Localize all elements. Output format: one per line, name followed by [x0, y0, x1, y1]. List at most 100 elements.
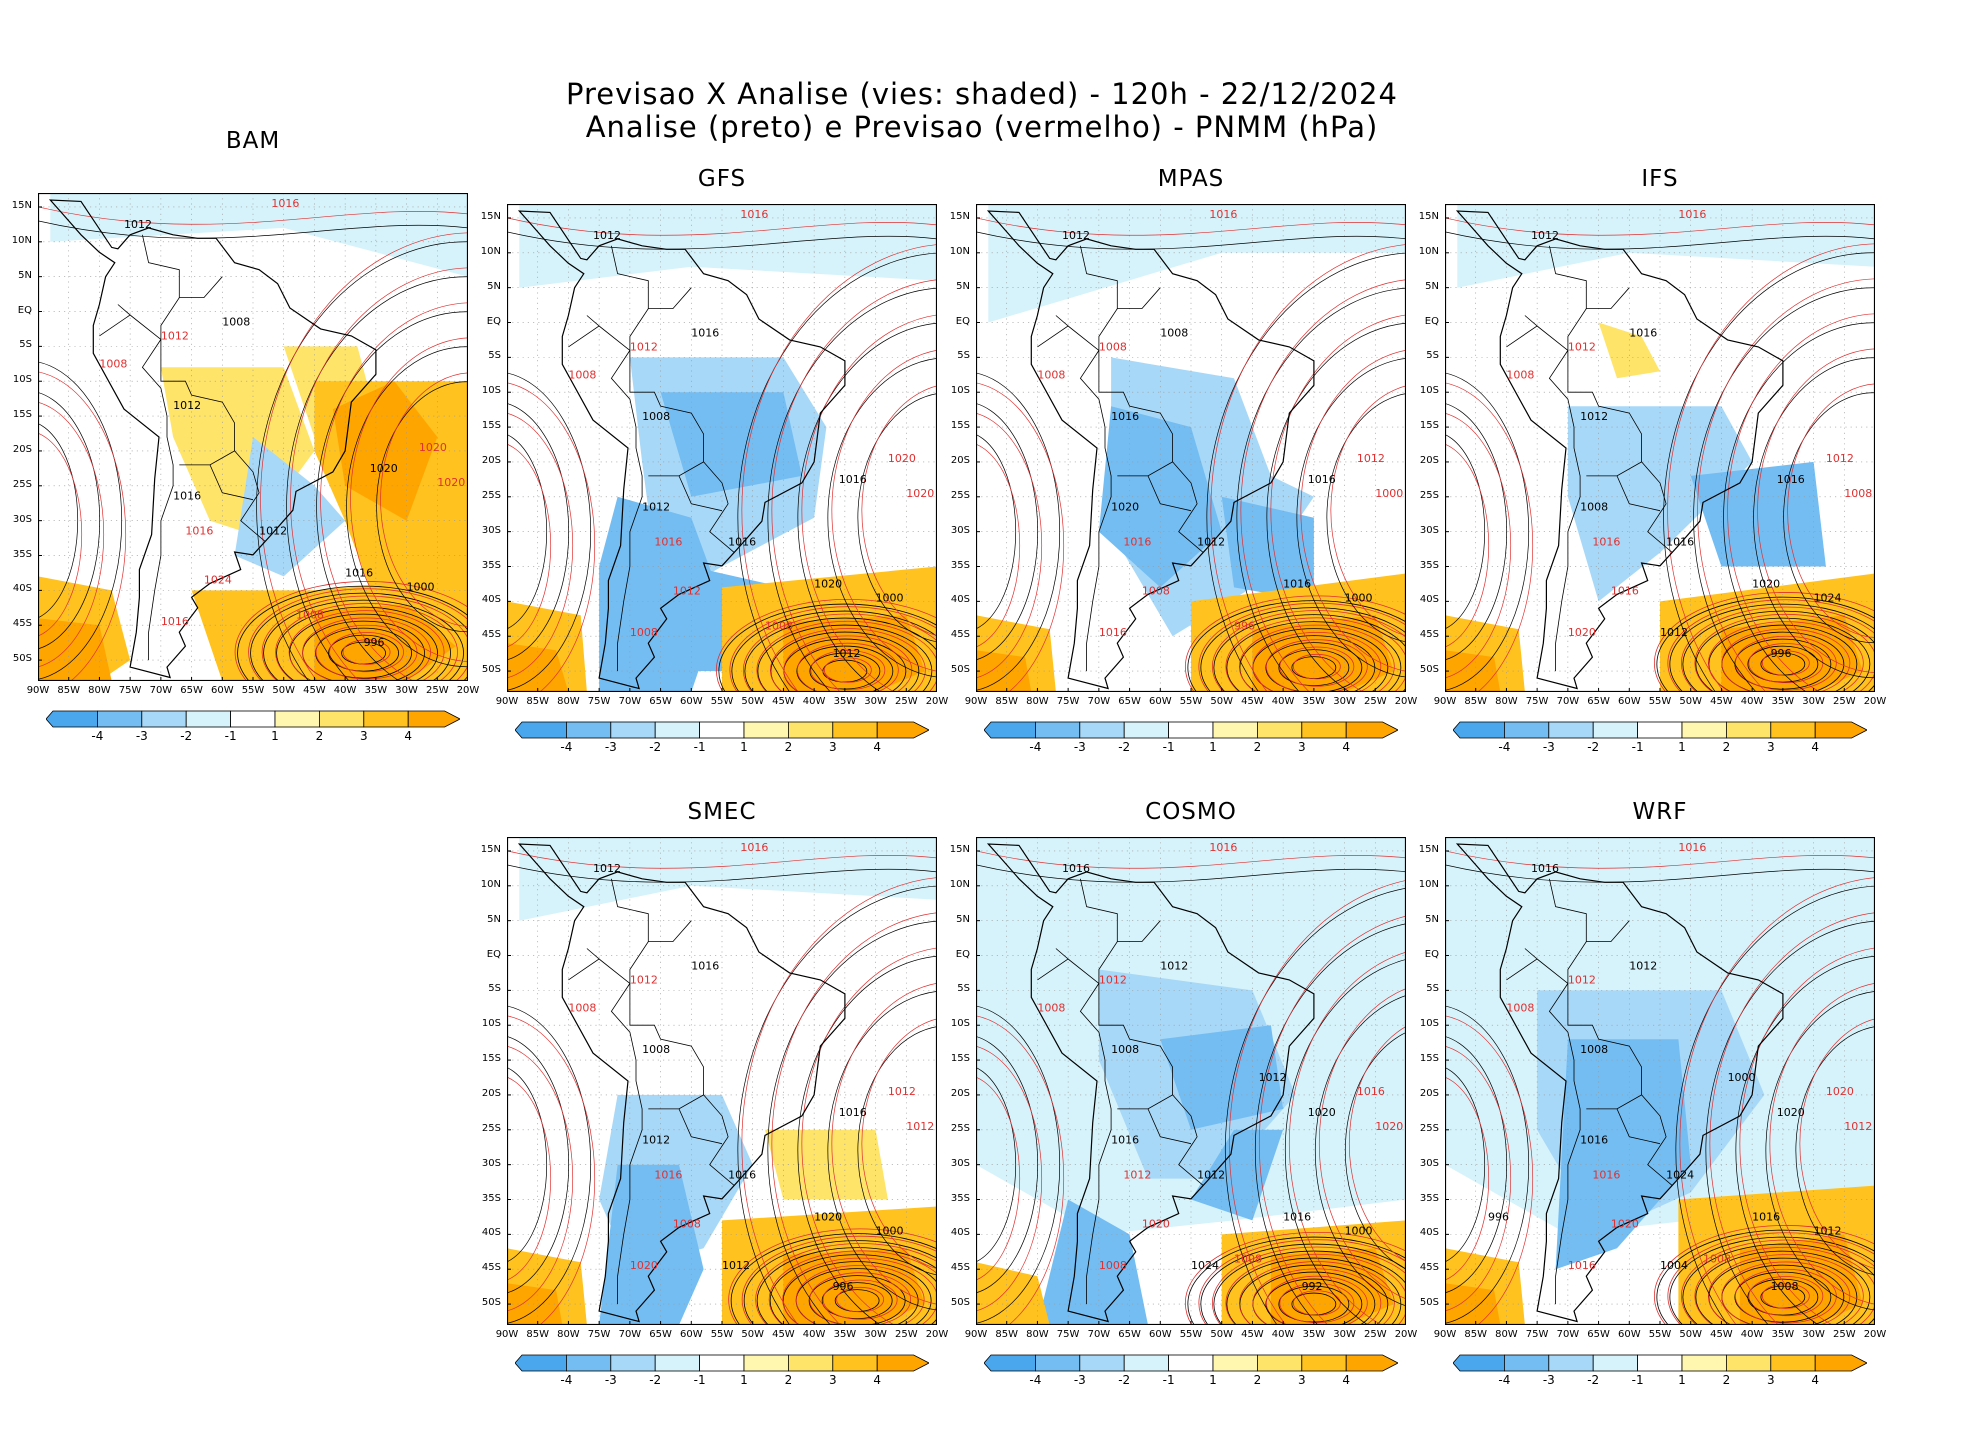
lon-label: 50W — [1210, 1329, 1233, 1340]
lat-label: 50S — [12, 653, 32, 665]
analysis-contour-label: 1020 — [1111, 501, 1139, 514]
lat-label: 20S — [1419, 454, 1439, 466]
colorbar-segment — [1770, 721, 1816, 739]
analysis-contour-label: 1008 — [1580, 1043, 1608, 1056]
map-smec: 1012 1016 1008 1012 1016 1020 1016 1000 996 1012 1… — [507, 837, 937, 1325]
colorbar-segment — [1035, 721, 1081, 739]
lat-label: 25S — [950, 489, 970, 501]
lon-label: 80W — [1026, 696, 1049, 707]
forecast-contour-label: 1012 — [1826, 452, 1854, 465]
lon-label: 20W — [1863, 1329, 1887, 1340]
lat-label: 20S — [1419, 1087, 1439, 1099]
analysis-contour-label: 1012 — [1259, 1071, 1287, 1084]
lon-label: 35W — [833, 696, 857, 707]
lat-label: 35S — [1419, 1192, 1439, 1204]
lat-label: EQ — [17, 304, 32, 316]
analysis-contour-label: 1012 — [722, 1259, 750, 1272]
analysis-contour-label: 1016 — [345, 566, 373, 579]
bias-region — [1567, 406, 1753, 602]
lon-label: 50W — [1679, 696, 1702, 707]
lat-label: EQ — [955, 315, 970, 327]
colorbar-label: 1 — [1209, 1373, 1217, 1387]
colorbar-gfs — [515, 721, 929, 739]
lat-label: 40S — [1419, 594, 1439, 606]
colorbar-segment — [610, 721, 656, 739]
forecast-contour-label: 1012 — [1568, 973, 1596, 986]
colorbar-segment — [743, 721, 789, 739]
colorbar-segment — [876, 721, 929, 739]
lat-label: 10S — [12, 374, 32, 386]
forecast-contour-label: 1008 — [673, 1217, 701, 1230]
forecast-contour-label: 1016 — [740, 208, 768, 221]
lat-label: 20S — [12, 443, 32, 455]
forecast-contour-label: 1016 — [161, 615, 189, 628]
forecast-contour-label: 1008 — [630, 626, 658, 639]
lon-label: 90W — [1433, 696, 1457, 707]
lat-label: 10S — [481, 385, 501, 397]
panel-title: SMEC — [687, 799, 757, 825]
colorbar-label: 3 — [828, 1373, 837, 1387]
lat-label: 15S — [950, 1053, 970, 1065]
analysis-contour-label: 1020 — [1752, 577, 1780, 590]
colorbar-segment — [1548, 721, 1594, 739]
analysis-contour-label: 1000 — [1728, 1071, 1756, 1084]
forecast-contour-label: 1008 — [568, 368, 596, 381]
continent-outline — [517, 210, 846, 690]
lat-label: 5N — [1425, 913, 1439, 925]
colorbar-segment — [1301, 1354, 1347, 1372]
forecast-contour-label: 1020 — [1142, 1217, 1170, 1230]
forecast-contour-label: 1008 — [765, 619, 793, 632]
lon-label: 75W — [587, 1329, 611, 1340]
bias-region — [988, 204, 1406, 323]
colorbar-label: -4 — [560, 1373, 573, 1387]
lat-label: EQ — [1424, 948, 1439, 960]
colorbar-segment — [610, 1354, 656, 1372]
lat-label: 15N — [11, 199, 32, 211]
map-wrf: 1016 1012 1008 1016 1020 1016 1024 1012 1008 1004… — [1445, 837, 1875, 1325]
lon-label: 65W — [180, 685, 203, 696]
forecast-contour-label: 1008 — [99, 357, 127, 370]
forecast-contour-label: 1012 — [673, 584, 701, 597]
lon-label: 85W — [1464, 1329, 1487, 1340]
lat-label: 20S — [950, 454, 970, 466]
lat-label: 20S — [481, 1087, 501, 1099]
lat-label: 50S — [950, 1297, 970, 1309]
lon-label: 25W — [1363, 696, 1387, 707]
colorbar-segment — [407, 710, 460, 728]
colorbar-segment — [984, 721, 1036, 739]
lon-label: 20W — [456, 685, 480, 696]
colorbar-segment — [699, 1354, 745, 1372]
analysis-contour-label: 1000 — [1345, 591, 1373, 604]
continent-outline — [48, 199, 377, 679]
colorbar-segment — [1725, 1354, 1772, 1372]
colorbar-segment — [1345, 1354, 1398, 1372]
colorbar-label: -4 — [1498, 1373, 1511, 1387]
analysis-contour-label: 1020 — [814, 577, 842, 590]
lon-label: 20W — [1863, 696, 1887, 707]
analysis-contour-label: 1012 — [1197, 536, 1225, 549]
analysis-contour-label: 1016 — [1752, 1210, 1780, 1223]
lat-label: 45S — [950, 1262, 970, 1274]
forecast-contour-label: 1024 — [204, 573, 232, 586]
lon-label: 40W — [1271, 1329, 1295, 1340]
lon-label: 80W — [557, 1329, 580, 1340]
colorbar-segment — [1504, 1354, 1550, 1372]
analysis-contour-label: 1008 — [222, 315, 250, 328]
forecast-contour-label: 1020 — [630, 1259, 658, 1272]
lat-label: 45S — [1419, 629, 1439, 641]
lon-label: 70W — [618, 696, 642, 707]
colorbar-segment — [1637, 1354, 1683, 1372]
colorbar-segment — [566, 721, 612, 739]
bias-region — [507, 1283, 563, 1325]
lat-label: 50S — [481, 1297, 501, 1309]
analysis-contour-label: 1008 — [1771, 1280, 1799, 1293]
continent-outline — [986, 210, 1315, 690]
lon-label: 40W — [1740, 1329, 1764, 1340]
analysis-contour-label: 1000 — [1345, 1224, 1373, 1237]
lat-label: 15N — [1418, 210, 1439, 222]
colorbar-segment — [787, 721, 834, 739]
lon-label: 50W — [1210, 696, 1233, 707]
lon-label: 50W — [741, 1329, 764, 1340]
analysis-contour-label: 1000 — [876, 1224, 904, 1237]
forecast-contour-label: 1016 — [740, 841, 768, 854]
